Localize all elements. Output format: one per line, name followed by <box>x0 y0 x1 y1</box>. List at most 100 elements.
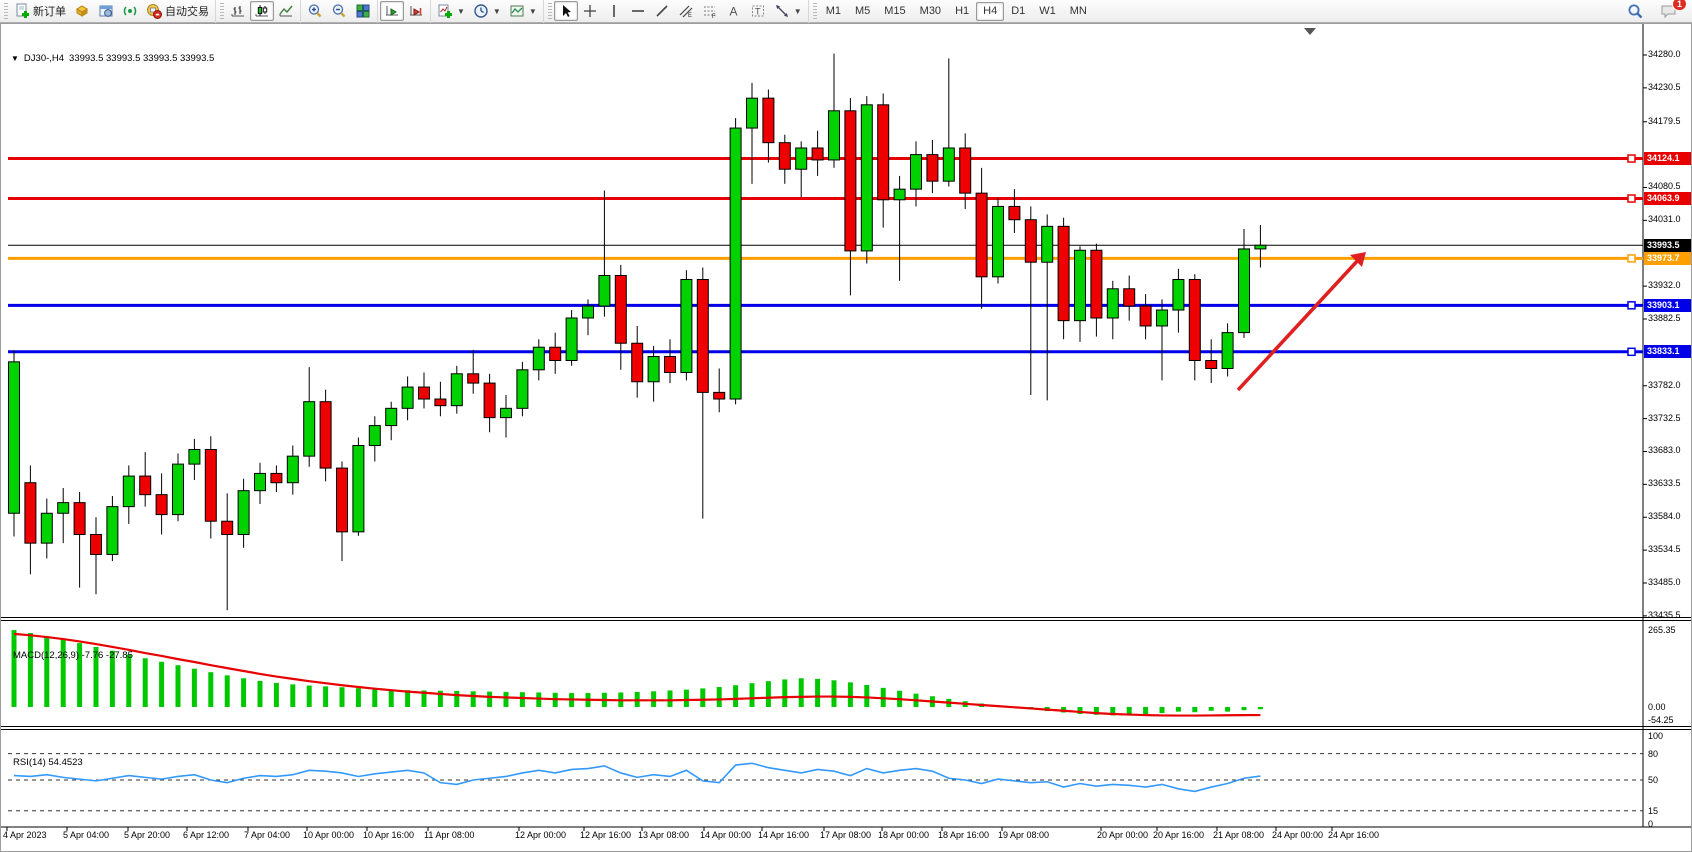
auto-trading-button[interactable]: 自动交易 <box>142 1 213 21</box>
price-axis-label: 34230.5 <box>1648 81 1681 92</box>
indicators-icon <box>437 3 453 19</box>
candle-bear <box>418 386 430 400</box>
arrows-button[interactable]: ▼ <box>770 1 806 21</box>
fibonacci-button[interactable]: F <box>698 1 722 21</box>
periods-button[interactable]: ▼ <box>469 1 505 21</box>
timeframe-button-h4[interactable]: H4 <box>976 1 1005 21</box>
toolbar-group-chart-type <box>215 0 300 23</box>
zoom-in-button[interactable] <box>303 1 327 21</box>
crosshair-button[interactable] <box>578 1 602 21</box>
cursor-button[interactable] <box>553 1 578 21</box>
market-watch-button[interactable] <box>94 1 118 21</box>
level-line-handle[interactable] <box>1627 347 1636 357</box>
level-line-handle[interactable] <box>1627 254 1636 263</box>
svg-text:F: F <box>712 14 716 19</box>
trendline-button[interactable] <box>650 1 674 21</box>
rsi-scale-label: 50 <box>1648 775 1659 785</box>
signals-button[interactable] <box>118 1 142 21</box>
level-line-handle[interactable] <box>1627 301 1636 310</box>
macd-histogram-bar <box>1143 707 1149 715</box>
chart-shift-button[interactable] <box>404 1 428 21</box>
level-price-tag[interactable]: 34124.1 <box>1644 152 1691 166</box>
candle-bear <box>221 520 234 536</box>
date-axis-label: 14 Apr 16:00 <box>758 830 810 840</box>
notifications-button[interactable]: 1 <box>1656 0 1687 21</box>
vertical-line-button[interactable] <box>602 1 626 21</box>
tile-windows-button[interactable] <box>351 1 375 21</box>
timeframe-button-m5[interactable]: M5 <box>854 5 871 17</box>
new-order-button[interactable]: 新订单 <box>10 1 70 21</box>
text-button[interactable]: A <box>722 1 746 21</box>
timeframe-button-m30[interactable]: M30 <box>919 5 942 17</box>
date-axis-label: 12 Apr 00:00 <box>515 830 567 840</box>
candle-bull <box>450 373 463 407</box>
candle-bear <box>1024 219 1037 263</box>
templates-button[interactable]: ▼ <box>505 1 541 21</box>
toolbar-grip[interactable] <box>547 3 552 19</box>
candle-bear <box>336 467 348 533</box>
price-axis-label: 33683.0 <box>1648 445 1681 456</box>
candle-bull <box>8 361 20 514</box>
candle-bull <box>385 407 398 427</box>
chart-shift-icon <box>408 3 424 19</box>
rsi-indicator-label: RSI(14) 54.4523 <box>13 757 83 768</box>
horizontal-line-button[interactable] <box>626 1 650 21</box>
arrows-icon <box>774 3 790 19</box>
search-icon <box>1627 3 1644 20</box>
level-price-tag[interactable]: 33903.1 <box>1644 298 1691 312</box>
candlestick-chart-button[interactable] <box>250 1 274 21</box>
line-chart-button[interactable] <box>274 1 298 21</box>
text-label-button[interactable]: T <box>746 1 770 21</box>
indicators-button[interactable]: ▼ <box>433 1 469 21</box>
bar-chart-button[interactable] <box>226 1 250 21</box>
notification-badge: 1 <box>1671 0 1687 11</box>
candle-bull <box>516 369 529 409</box>
candle-bear <box>877 104 890 201</box>
timeframe-button-d1[interactable]: D1 <box>1011 5 1026 17</box>
candle-bear <box>434 398 447 407</box>
chevron-down-icon: ▼ <box>528 6 537 16</box>
macd-histogram-bar <box>1225 707 1231 712</box>
date-axis-label: 24 Apr 16:00 <box>1328 830 1380 840</box>
toolbar-group-zoom <box>300 0 377 23</box>
candle-bear <box>1057 225 1070 322</box>
timeframe-button-w1[interactable]: W1 <box>1039 5 1056 17</box>
channel-button[interactable]: E <box>674 1 698 21</box>
candle-bull <box>1156 309 1168 327</box>
charts-profile-button[interactable] <box>70 1 94 21</box>
bar-chart-icon <box>230 3 246 19</box>
text-label-icon: T <box>750 3 766 19</box>
level-line-handle[interactable] <box>1627 154 1636 163</box>
macd-histogram-bar <box>323 686 329 707</box>
level-price-tag[interactable]: 33973.7 <box>1644 251 1691 265</box>
horizontal-line-icon <box>630 3 646 19</box>
chart-shift-marker[interactable] <box>1304 28 1316 35</box>
level-price-tag[interactable]: 34063.9 <box>1644 192 1691 206</box>
macd-histogram-bar <box>191 668 197 707</box>
auto-scroll-button[interactable] <box>380 1 404 21</box>
candle-bull <box>582 305 594 319</box>
timeframe-button-h1[interactable]: H1 <box>955 5 970 17</box>
timeframe-button-m15[interactable]: M15 <box>884 5 906 17</box>
toolbar-grip[interactable] <box>812 3 817 19</box>
chart-title-dropdown-icon[interactable]: ▼ <box>11 54 19 63</box>
date-axis-label: 14 Apr 00:00 <box>700 830 752 840</box>
toolbar-grip[interactable] <box>220 3 224 19</box>
timeframe-button-mn[interactable]: MN <box>1069 5 1087 17</box>
macd-histogram-bar <box>864 684 870 707</box>
candle-bear <box>90 534 102 555</box>
candle-bull <box>942 147 955 182</box>
level-price-tag[interactable]: 33833.1 <box>1644 345 1691 359</box>
search-button[interactable] <box>1623 1 1648 21</box>
macd-histogram-bar <box>273 682 279 707</box>
toolbar-grip[interactable] <box>4 3 8 19</box>
candle-bull <box>57 502 70 514</box>
candle-bear <box>844 110 857 252</box>
toolbar-group-timeframes: M1 M5 M15 M30 H1 H4 D1 W1 MN <box>807 0 1096 23</box>
level-line-handle[interactable] <box>1627 194 1636 203</box>
trend-arrow-annotation[interactable] <box>1236 256 1362 392</box>
zoom-out-button[interactable] <box>327 1 351 21</box>
timeframe-button-m1[interactable]: M1 <box>825 5 841 17</box>
date-axis-label: 17 Apr 08:00 <box>820 830 872 840</box>
